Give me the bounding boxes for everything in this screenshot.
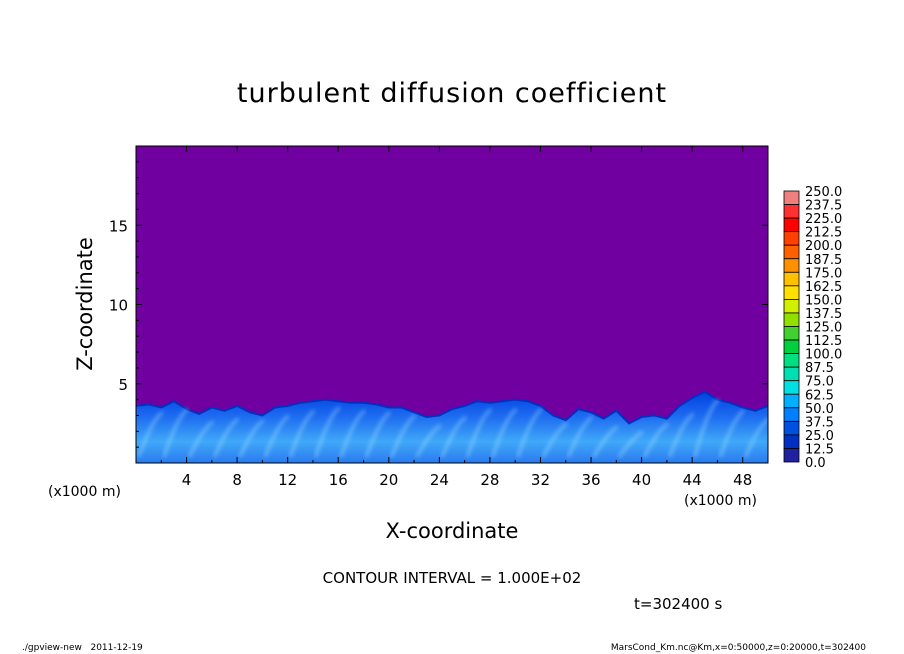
colorbar-swatch [783,339,800,354]
x-tick-label: 16 [329,471,348,489]
eddy-streak [162,408,189,458]
eddy-streak [137,411,164,458]
colorbar-label: 200.0 [805,239,842,254]
y-axis-label: Z-coordinate [73,237,97,371]
eddy-streak [592,425,619,458]
colorbar-swatch [783,380,800,395]
colorbar-label: 100.0 [805,348,842,363]
x-tick-label: 44 [683,471,702,489]
eddy-streak [415,423,442,458]
eddy-streak [491,408,518,458]
colorbar-swatch [783,366,800,382]
colorbar-label: 225.0 [805,212,842,227]
footer-left: ./gpview-new 2011-12-19 [22,643,143,653]
colorbar-swatch [783,434,800,449]
x-tick-label: 4 [182,471,192,489]
colorbar-label: 25.0 [805,429,834,444]
x-tick-label: 36 [581,471,600,489]
eddy-streak [693,398,720,458]
colorbar-label: 187.5 [805,253,842,268]
eddy-streak [542,422,568,458]
colorbar-swatch [783,244,800,260]
eddy-streak [617,430,644,458]
plot-area [135,145,769,464]
colorbar-label: 112.5 [805,334,842,349]
x-unit-right: (x1000 m) [684,493,757,509]
colorbar-label: 162.5 [805,280,842,295]
colorbar-swatch [783,190,800,205]
colorbar-swatch [783,407,800,422]
x-tick-label: 24 [430,471,449,489]
chart-title: turbulent diffusion coefficient [237,78,667,109]
eddy-streak [339,409,366,458]
boundary-layer-edge [136,390,768,425]
eddy-streak [314,406,341,458]
colorbar-swatch [783,298,800,314]
eddy-streak [466,408,493,458]
x-axis-ticks: 4 8 12 16 20 24 28 32 36 40 44 48 [160,146,752,489]
colorbar-label: 175.0 [805,266,842,281]
eddy-streak [263,414,290,458]
x-tick-label: 20 [379,471,398,489]
colorbar-label: 87.5 [805,361,834,376]
colorbar-label: 137.5 [805,307,842,322]
eddy-streak [567,416,594,458]
colorbar-swatch [783,285,800,300]
colorbar-label: 150.0 [805,293,842,308]
eddy-streak [238,419,265,458]
colorbar-label: 125.0 [805,321,842,336]
colorbar-label: 37.5 [805,415,834,430]
colorbar-swatch [783,204,800,219]
x-tick-label: 48 [733,471,752,489]
eddy-streak [643,422,669,458]
x-unit-left: (x1000 m) [48,484,121,500]
colorbar: 250.0237.5225.0212.5200.0187.5175.0162.5… [783,185,842,471]
footer-right: MarsCond_Km.nc@Km,x=0:50000,z=0:20000,t=… [611,643,866,653]
colorbar-swatch [783,393,800,409]
x-tick-label: 12 [278,471,297,489]
colorbar-label: 0.0 [805,456,826,471]
colorbar-swatch [783,258,800,273]
colorbar-swatch [783,448,800,463]
colorbar-label: 62.5 [805,388,834,403]
eddy-streak [390,414,417,458]
x-tick-label: 8 [232,471,242,489]
eddy-streak [289,409,316,458]
y-tick-label: 10 [109,297,128,315]
x-axis-label: X-coordinate [386,519,519,543]
y-tick-label: 15 [109,217,128,235]
colorbar-label: 237.5 [805,199,842,214]
contour-interval: CONTOUR INTERVAL = 1.000E+02 [323,569,582,587]
colorbar-label: 50.0 [805,402,834,417]
boundary-layer [136,390,768,463]
eddy-streak [213,417,240,458]
colorbar-label: 75.0 [805,375,834,390]
y-axis-ticks: 5 10 15 [109,161,768,448]
y-tick-label: 5 [118,376,128,394]
x-tick-label: 28 [480,471,499,489]
x-tick-label: 32 [531,471,550,489]
eddy-streak [516,408,543,458]
colorbar-swatch [783,271,800,287]
colorbar-swatch [783,420,800,436]
eddy-streak [188,420,214,458]
eddy-streak [668,412,695,458]
x-tick-label: 40 [632,471,651,489]
eddy-streak [440,416,467,458]
colorbar-swatch [783,326,800,341]
colorbar-swatch [783,231,800,246]
colorbar-swatch [783,217,800,233]
eddy-streak [364,411,391,458]
colorbar-label: 12.5 [805,442,834,457]
colorbar-label: 250.0 [805,185,842,200]
colorbar-swatch [783,312,800,327]
time-label: t=302400 s [634,595,722,613]
colorbar-label: 212.5 [805,226,842,241]
colorbar-swatch [783,353,800,368]
eddy-streak [718,409,745,458]
